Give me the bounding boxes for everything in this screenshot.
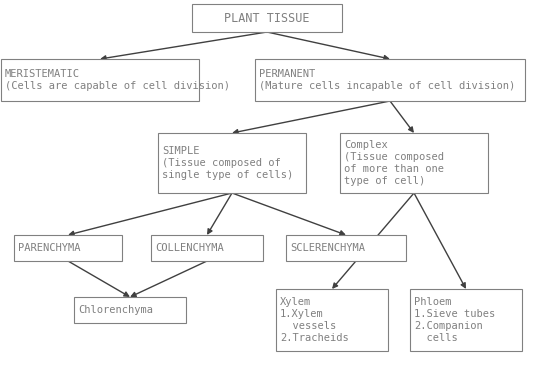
Text: PLANT TISSUE: PLANT TISSUE — [224, 12, 310, 24]
Text: COLLENCHYMA: COLLENCHYMA — [155, 243, 224, 253]
Bar — [192, 4, 342, 32]
Bar — [340, 133, 488, 193]
Text: Chlorenchyma: Chlorenchyma — [78, 305, 153, 315]
Text: SIMPLE
(Tissue composed of
single type of cells): SIMPLE (Tissue composed of single type o… — [162, 146, 293, 180]
Bar — [14, 235, 122, 261]
Bar — [74, 297, 186, 323]
Text: PARENCHYMA: PARENCHYMA — [18, 243, 81, 253]
Bar — [1, 59, 199, 101]
Text: Phloem
1.Sieve tubes
2.Companion
  cells: Phloem 1.Sieve tubes 2.Companion cells — [414, 297, 495, 343]
Bar — [286, 235, 406, 261]
Bar — [158, 133, 306, 193]
Text: PERMANENT
(Mature cells incapable of cell division): PERMANENT (Mature cells incapable of cel… — [259, 69, 515, 91]
Text: Xylem
1.Xylem
  vessels
2.Tracheids: Xylem 1.Xylem vessels 2.Tracheids — [280, 297, 349, 343]
Bar — [151, 235, 263, 261]
Bar — [410, 289, 522, 351]
Text: Complex
(Tissue composed
of more than one
type of cell): Complex (Tissue composed of more than on… — [344, 140, 444, 186]
Bar — [276, 289, 388, 351]
Bar — [255, 59, 525, 101]
Text: SCLERENCHYMA: SCLERENCHYMA — [290, 243, 365, 253]
Text: MERISTEMATIC
(Cells are capable of cell division): MERISTEMATIC (Cells are capable of cell … — [5, 69, 230, 91]
